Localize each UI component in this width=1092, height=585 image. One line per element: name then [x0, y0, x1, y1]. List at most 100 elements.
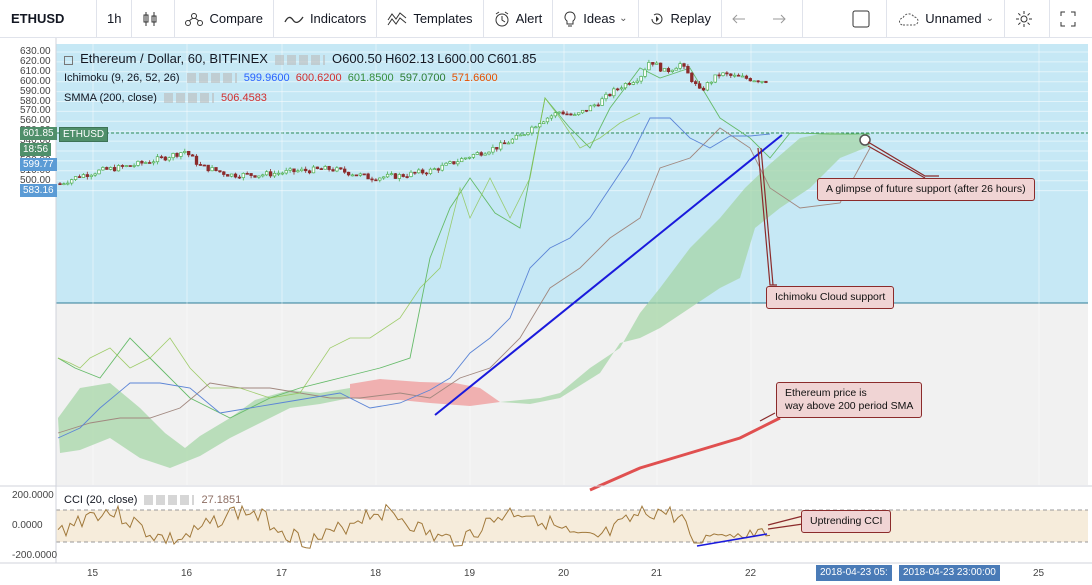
candle-body	[210, 167, 214, 172]
low-value: 600.00	[444, 51, 485, 66]
alert-button[interactable]: Alert	[484, 0, 554, 38]
fullscreen-button[interactable]	[1050, 0, 1092, 38]
candle-body	[140, 160, 144, 164]
series-buttons[interactable]	[274, 55, 325, 66]
chart-area[interactable]: 630.00 620.00 610.00 600.00 590.00 580.00 570.…	[0, 38, 1092, 585]
cloud-support-callout[interactable]: Ichimoku Cloud support	[766, 286, 895, 310]
indicators-button[interactable]: Indicators	[274, 0, 378, 38]
interval-button[interactable]: 1h	[97, 0, 133, 38]
candle-body	[538, 123, 542, 128]
candle-body	[190, 154, 195, 157]
candle-body	[647, 62, 651, 71]
candle-body	[397, 174, 401, 179]
lower-price-area	[56, 303, 1088, 485]
time-axis-label: 18	[370, 568, 382, 579]
compare-icon	[185, 12, 204, 26]
candle-body	[452, 161, 456, 165]
candle-body	[159, 156, 164, 159]
layout-button[interactable]: Unnamed ⌄	[887, 0, 1005, 38]
candle-body	[167, 157, 171, 161]
ascending-trendline[interactable]	[434, 134, 783, 416]
candle-body	[276, 172, 281, 175]
candle-body	[506, 142, 511, 145]
compare-button[interactable]: Compare	[175, 0, 274, 38]
price-axis-label: 570.00	[20, 105, 51, 117]
indicators-icon	[284, 16, 304, 23]
sma-note-arrow	[759, 412, 776, 422]
ichimoku-legend[interactable]: Ichimoku (9, 26, 52, 26) 599.9600 600.62…	[64, 72, 498, 84]
candle-body	[460, 158, 464, 163]
lightbulb-icon	[564, 10, 576, 26]
symbol-search-button[interactable]: ETHUSD	[0, 0, 97, 38]
candle-body	[124, 165, 128, 167]
chart-canvas[interactable]	[0, 38, 1092, 585]
candle-body	[163, 156, 167, 161]
fullscreen-toggle-button[interactable]	[842, 0, 888, 38]
cci-legend[interactable]: CCI (20, close) 27.1851	[64, 494, 241, 506]
candle-body	[717, 74, 721, 77]
candle-body	[272, 172, 277, 177]
candle-body	[241, 172, 245, 179]
time-axis-label: 19	[464, 568, 476, 579]
candle-body	[436, 168, 440, 171]
countdown-tag: 18:56	[20, 143, 52, 156]
candle-body	[265, 171, 269, 176]
candle-body	[358, 173, 362, 176]
price-axis-label: 560.00	[20, 115, 51, 127]
square-icon	[852, 10, 870, 27]
smma-legend[interactable]: SMMA (200, close) 506.4583	[64, 92, 267, 104]
redo-button[interactable]	[762, 0, 803, 38]
main-legend[interactable]: Ethereum / Dollar, 60, BITFINEX O600.50 …	[64, 51, 536, 66]
candle-body	[612, 88, 616, 97]
candle-body	[491, 147, 495, 153]
candle-body	[662, 68, 667, 72]
future-support-arrow	[867, 141, 939, 177]
templates-button[interactable]: Templates	[377, 0, 484, 38]
candle-body	[128, 165, 132, 167]
sma-note-callout[interactable]: Ethereum price is way above 200 period S…	[776, 382, 923, 419]
date-range-start-tag: 2018-04-23 05:	[816, 565, 892, 581]
cci-note-callout[interactable]: Uptrending CCI	[801, 510, 892, 534]
candle-body	[557, 111, 561, 114]
candle-body	[631, 82, 635, 85]
bullish-cloud-late	[500, 132, 870, 404]
collapse-icon[interactable]	[64, 55, 73, 65]
candle-body	[666, 68, 671, 72]
smma-buttons[interactable]	[163, 93, 214, 104]
ichimoku-buttons[interactable]	[186, 73, 237, 84]
chart-type-button[interactable]	[132, 0, 176, 38]
future-support-callout[interactable]: A glimpse of future support (after 26 ho…	[817, 178, 1035, 202]
undo-button[interactable]	[722, 0, 762, 38]
candle-body	[112, 167, 117, 172]
candle-body	[670, 69, 674, 72]
candle-body	[58, 183, 62, 186]
candle-body	[713, 74, 717, 83]
ideas-button[interactable]: Ideas ⌄	[553, 0, 639, 38]
cci-buttons[interactable]	[144, 495, 195, 506]
candle-body	[658, 62, 663, 72]
price-axis-label: 500.00	[20, 174, 51, 186]
cloud-support-arrow	[757, 147, 777, 286]
candle-body	[553, 112, 557, 117]
high-value: 602.13	[394, 51, 435, 66]
candle-body	[370, 178, 374, 181]
cci-trendline[interactable]	[696, 533, 768, 547]
smma-value: 506.4583	[221, 92, 267, 104]
candle-body	[744, 75, 749, 79]
candle-body	[510, 138, 515, 144]
candle-body	[401, 174, 405, 177]
candle-body	[93, 173, 97, 176]
candle-body	[319, 168, 323, 170]
date-range-end-tag: 2018-04-23 23:00:00	[899, 565, 1000, 581]
candle-body	[315, 166, 320, 169]
candle-body	[288, 168, 292, 171]
candle-body	[541, 121, 546, 124]
candle-body	[502, 142, 507, 145]
future-support-arrow-2	[867, 145, 926, 179]
candle-body	[296, 170, 300, 173]
future-support-marker[interactable]	[859, 134, 871, 146]
candle-body	[233, 173, 238, 178]
replay-button[interactable]: Replay	[639, 0, 722, 38]
settings-button[interactable]	[1005, 0, 1050, 38]
candle-body	[249, 173, 253, 176]
